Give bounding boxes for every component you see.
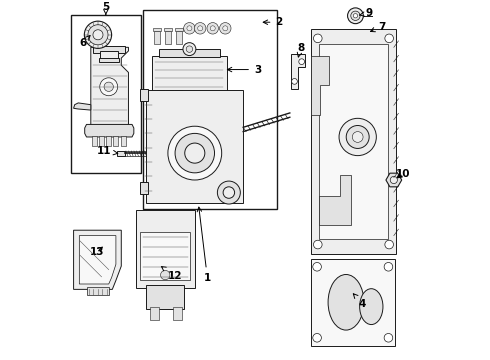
Circle shape — [384, 333, 393, 342]
Circle shape — [390, 176, 397, 184]
Circle shape — [292, 78, 297, 84]
Bar — [140, 182, 148, 194]
Circle shape — [299, 59, 304, 64]
Bar — [98, 58, 119, 62]
Circle shape — [210, 26, 215, 31]
Circle shape — [195, 23, 206, 34]
Circle shape — [351, 11, 360, 21]
Bar — [175, 90, 181, 99]
Text: 8: 8 — [297, 43, 304, 57]
Text: 7: 7 — [370, 22, 386, 32]
Bar — [87, 287, 109, 295]
Text: 13: 13 — [90, 247, 104, 257]
Text: 9: 9 — [360, 8, 372, 18]
Polygon shape — [74, 103, 91, 110]
Circle shape — [88, 25, 108, 45]
Text: 11: 11 — [97, 146, 118, 156]
Circle shape — [223, 26, 228, 31]
Circle shape — [347, 8, 364, 24]
Circle shape — [314, 240, 322, 249]
Text: 12: 12 — [161, 266, 182, 281]
Bar — [150, 307, 159, 320]
Circle shape — [339, 118, 376, 156]
Polygon shape — [386, 173, 402, 187]
Circle shape — [175, 134, 215, 173]
Circle shape — [184, 23, 195, 34]
Circle shape — [186, 46, 193, 52]
Bar — [71, 15, 141, 173]
Circle shape — [84, 21, 112, 48]
Circle shape — [168, 126, 221, 180]
Bar — [147, 285, 184, 309]
Circle shape — [218, 181, 240, 204]
Text: 4: 4 — [353, 294, 367, 309]
Circle shape — [223, 187, 235, 198]
Circle shape — [100, 78, 118, 96]
Polygon shape — [318, 175, 351, 225]
Text: 2: 2 — [263, 17, 283, 27]
Circle shape — [197, 26, 203, 31]
Bar — [99, 136, 104, 146]
Circle shape — [385, 240, 393, 249]
Bar — [165, 31, 171, 44]
Circle shape — [207, 23, 219, 34]
Bar — [176, 31, 181, 44]
Circle shape — [220, 23, 231, 34]
Ellipse shape — [328, 274, 364, 330]
Bar — [154, 31, 160, 44]
Bar — [93, 46, 125, 53]
Polygon shape — [291, 54, 305, 89]
Circle shape — [346, 126, 369, 148]
Bar — [117, 151, 124, 156]
Circle shape — [93, 30, 103, 40]
Bar — [143, 10, 277, 209]
Bar — [106, 136, 111, 146]
Circle shape — [104, 82, 113, 91]
Circle shape — [314, 34, 322, 43]
Bar — [147, 90, 243, 203]
Text: 5: 5 — [102, 2, 109, 15]
Circle shape — [385, 34, 393, 43]
Circle shape — [352, 132, 363, 142]
Bar — [153, 28, 161, 31]
Bar — [140, 89, 148, 101]
Circle shape — [187, 26, 192, 31]
Bar — [113, 136, 119, 146]
Bar — [166, 90, 172, 99]
Polygon shape — [85, 125, 134, 137]
Ellipse shape — [360, 289, 383, 325]
Bar — [173, 307, 182, 320]
Polygon shape — [79, 235, 116, 284]
Bar — [164, 28, 172, 31]
Circle shape — [183, 43, 196, 55]
Text: 3: 3 — [227, 64, 261, 75]
Text: 10: 10 — [396, 168, 411, 179]
Bar — [311, 259, 395, 346]
Bar — [175, 28, 183, 31]
Bar — [311, 30, 395, 253]
Bar — [152, 56, 227, 92]
Bar — [140, 232, 191, 280]
Circle shape — [384, 262, 393, 271]
Circle shape — [185, 143, 205, 163]
Bar — [92, 136, 97, 146]
Bar — [159, 49, 220, 57]
Circle shape — [161, 270, 170, 280]
Circle shape — [313, 333, 321, 342]
Bar — [157, 90, 164, 99]
Polygon shape — [91, 47, 128, 130]
Bar — [136, 211, 195, 288]
Bar — [318, 44, 389, 239]
Polygon shape — [311, 56, 329, 114]
Text: 1: 1 — [197, 207, 211, 283]
Bar — [121, 136, 125, 146]
Polygon shape — [74, 230, 122, 289]
Text: 6: 6 — [79, 36, 90, 48]
Circle shape — [353, 14, 358, 18]
Circle shape — [313, 262, 321, 271]
Bar — [100, 51, 118, 60]
